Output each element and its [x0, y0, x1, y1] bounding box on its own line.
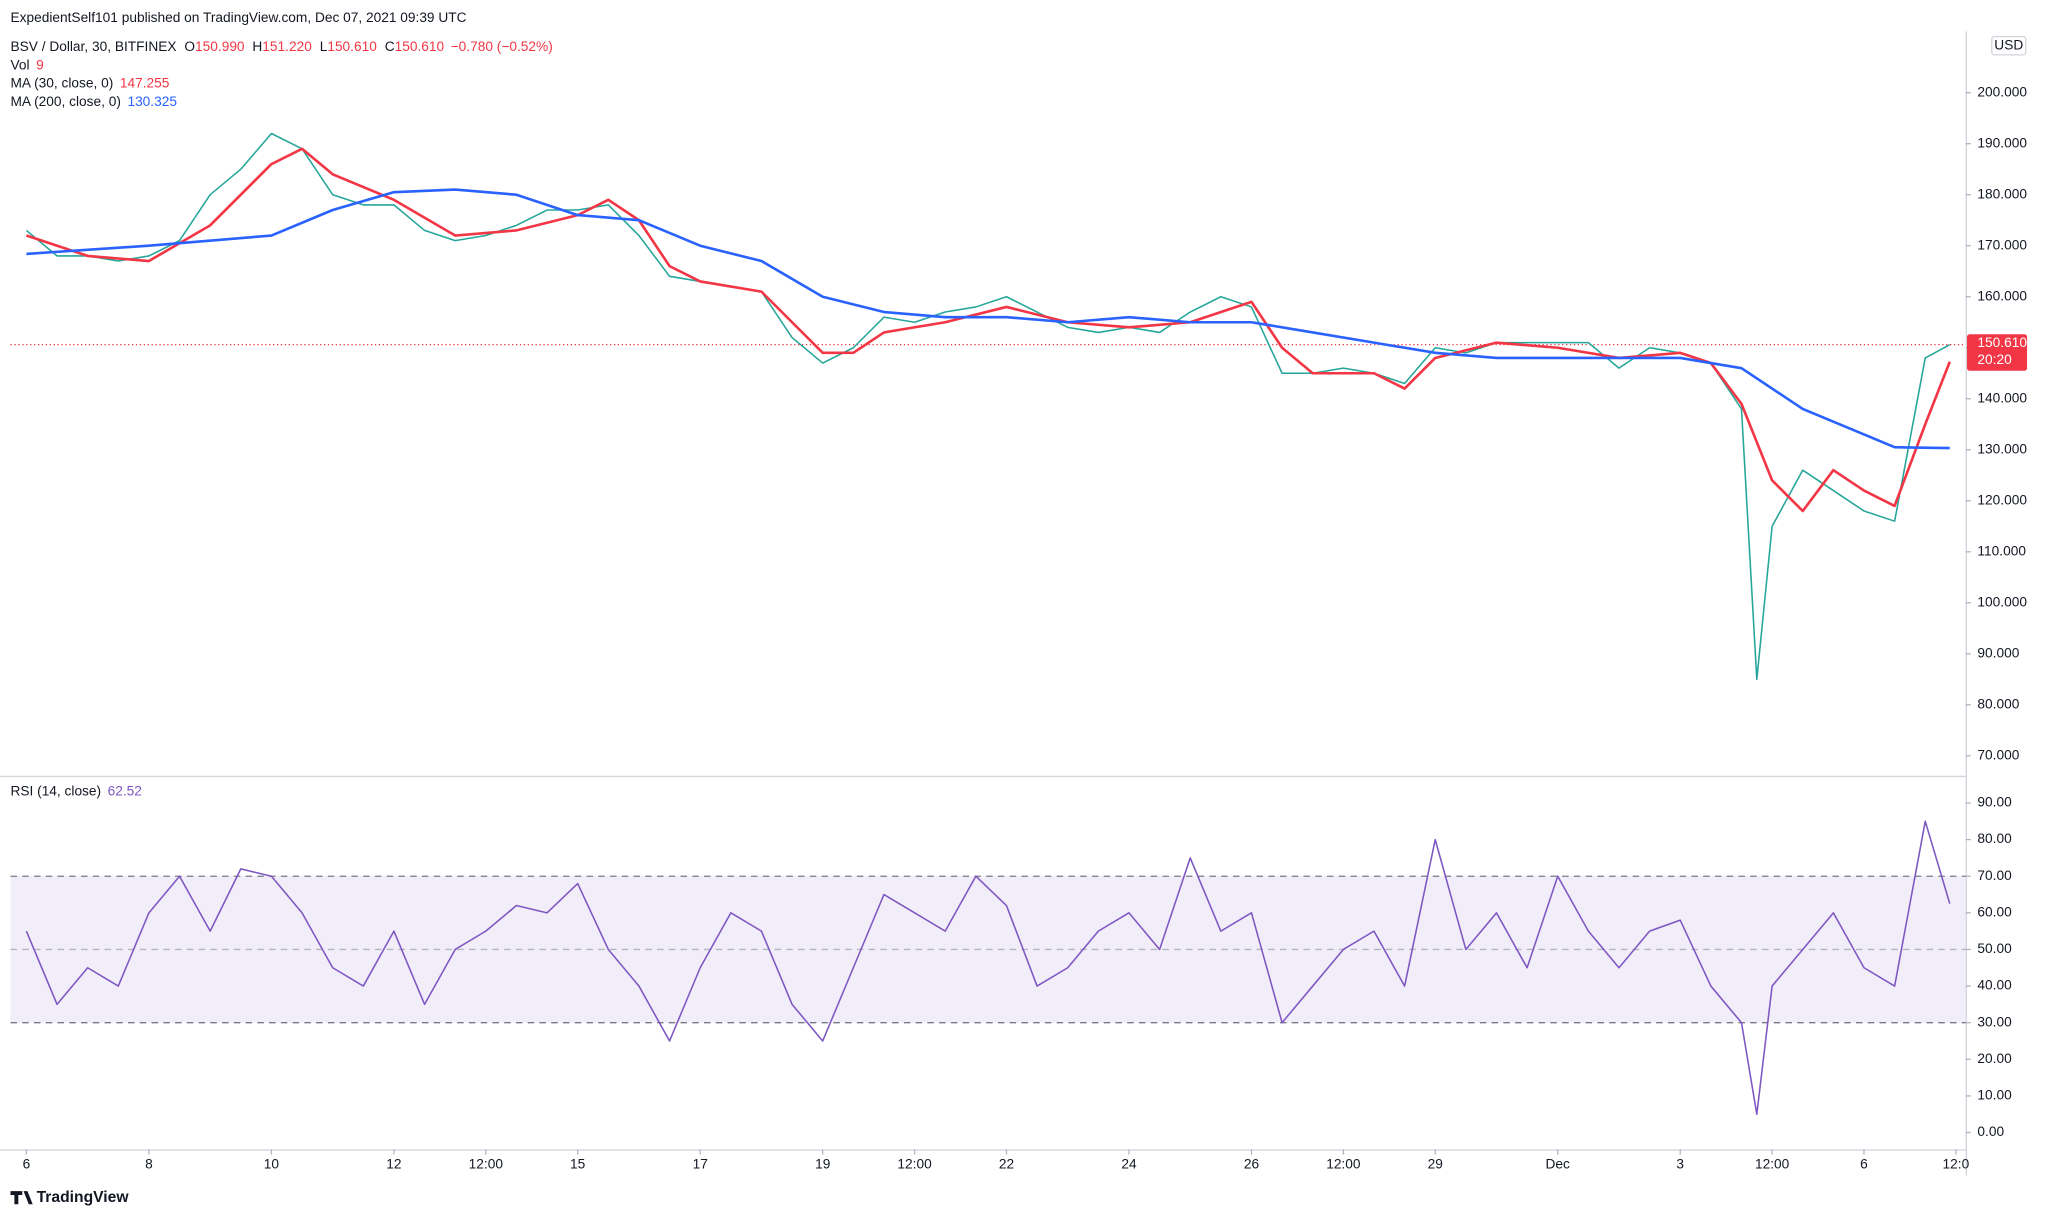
legend-item: RSI (14, close) [10, 783, 101, 798]
y-tick-label: 130.000 [1977, 441, 2027, 456]
x-tick-label: 17 [693, 1157, 708, 1172]
x-tick-label: 6 [1860, 1157, 1868, 1172]
y-tick-label: 170.000 [1977, 237, 2027, 252]
y-tick-label: 70.000 [1977, 747, 2019, 762]
legend-item: 150.990 [195, 39, 245, 54]
y-tick-label: 60.00 [1977, 904, 2012, 919]
y-tick-label: 120.000 [1977, 492, 2027, 507]
x-tick-label: 29 [1428, 1157, 1443, 1172]
legend-item: 147.255 [120, 75, 170, 90]
legend-item: H [252, 39, 262, 54]
last-price-badge [1966, 334, 2028, 371]
y-tick-label: 110.000 [1977, 543, 2026, 558]
y-tick-label: 90.00 [1977, 795, 2012, 810]
x-tick-label: 3 [1676, 1157, 1684, 1172]
x-tick-label: 10 [264, 1157, 280, 1172]
legend-item: 151.220 [262, 39, 312, 54]
logo: TradingView [10, 1189, 129, 1206]
last-price-countdown: 20:20 [1977, 352, 2012, 367]
legend-item: MA (30, close, 0) [10, 75, 113, 90]
y-tick-label: 80.000 [1977, 696, 2019, 711]
x-tick-label: 12:00 [1326, 1157, 1361, 1172]
legend-item: 150.610 [327, 39, 377, 54]
series-line [25, 820, 1951, 1115]
x-tick-label: 12:00 [897, 1157, 932, 1172]
x-tick-label: 12:00 [469, 1157, 504, 1172]
legend-item: 62.52 [108, 783, 142, 798]
legend-item: C [385, 39, 395, 54]
x-tick-label: 15 [570, 1157, 586, 1172]
legend-line: MA (200, close, 0) 130.325 [10, 93, 177, 108]
x-tick-label: 24 [1121, 1157, 1137, 1172]
legend-item: 130.325 [127, 93, 177, 108]
x-tick-label: 26 [1244, 1157, 1260, 1172]
y-tick-label: 50.00 [1977, 941, 2012, 956]
legend-item: O [184, 39, 195, 54]
series-line [25, 147, 1951, 513]
legend-item: MA (200, close, 0) [10, 93, 120, 108]
x-tick-label: 12 [386, 1157, 401, 1172]
y-tick-label: 90.000 [1977, 645, 2019, 660]
publisher-line: ExpedientSelf101 published on TradingVie… [10, 10, 466, 25]
y-tick-label: 10.00 [1977, 1088, 2012, 1103]
currency-button[interactable] [1991, 35, 2027, 56]
y-tick-label: 160.000 [1977, 288, 2027, 303]
y-tick-label: 100.000 [1977, 594, 2027, 609]
currency-label[interactable]: USD [1994, 37, 2023, 52]
y-tick-label: 190.000 [1977, 135, 2027, 150]
y-tick-label: 200.000 [1977, 84, 2027, 99]
series-line [26, 188, 1950, 450]
legend-line: Vol 9 [10, 57, 43, 72]
last-price-label: 150.610 [1977, 335, 2027, 350]
y-tick-label: 40.00 [1977, 978, 2012, 993]
legend-line: MA (30, close, 0) 147.255 [10, 75, 169, 90]
legend-item: BSV / Dollar, 30, BITFINEX [10, 39, 176, 54]
logo-text: TradingView [37, 1189, 130, 1206]
legend-line: RSI (14, close) 62.52 [10, 783, 141, 798]
legend-line: BSV / Dollar, 30, BITFINEX O150.990 H151.2… [10, 39, 552, 54]
x-tick-label: Dec [1546, 1157, 1571, 1172]
y-tick-label: 20.00 [1977, 1051, 2012, 1066]
x-tick-label: 19 [815, 1157, 830, 1172]
x-tick-label: 6 [23, 1157, 31, 1172]
y-tick-label: 180.000 [1977, 186, 2027, 201]
y-tick-label: 0.00 [1977, 1124, 2004, 1139]
x-tick-label: 12:00 [1755, 1157, 1790, 1172]
x-tick-label: 12:0 [1943, 1157, 1970, 1172]
logo-icon [10, 1191, 33, 1205]
x-tick-label: 22 [999, 1157, 1014, 1172]
legend-item: Vol [10, 57, 29, 72]
legend-item: 150.610 [395, 39, 445, 54]
y-tick-label: 70.00 [1977, 868, 2012, 883]
x-tick-label: 8 [145, 1157, 153, 1172]
legend-item: L [320, 39, 328, 54]
y-tick-label: 30.00 [1977, 1014, 2012, 1029]
y-tick-label: 80.00 [1977, 831, 2012, 846]
y-tick-label: 140.000 [1977, 390, 2027, 405]
legend-item: −0.780 (−0.52%) [451, 39, 553, 54]
legend-item: 9 [36, 57, 44, 72]
series-line [25, 132, 1951, 681]
